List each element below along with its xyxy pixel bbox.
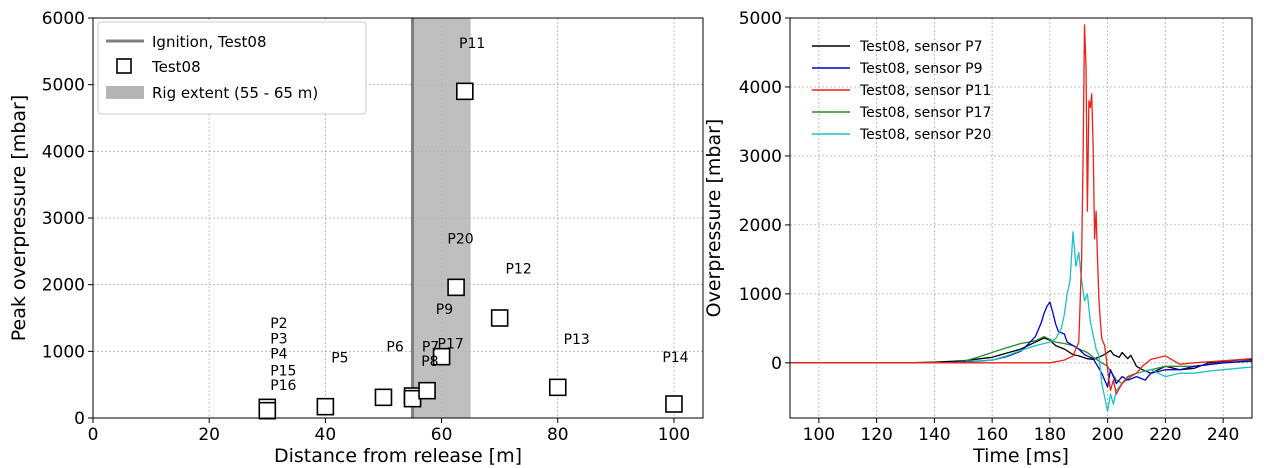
data-point [447,278,465,297]
tick-label-y: 6000 [42,9,85,29]
tick-label-y: 5000 [739,9,782,29]
sensor-label: P20 [447,231,473,247]
tick-label-y: 2000 [739,216,782,236]
data-point [418,381,436,400]
x-axis-label-left: Distance from release [m] [274,445,522,467]
tick-label-y: 3000 [739,147,782,167]
legend-test08-label: Test08 [151,58,201,76]
legend-label: Test08, sensor P20 [859,127,991,143]
tick-label-x: 20 [198,425,220,445]
sensor-label: P17 [438,337,464,353]
legend-rig-label: Rig extent (55 - 65 m) [152,84,318,102]
tick-label-x: 60 [431,425,453,445]
data-point [432,347,451,366]
series-lines-right [790,24,1252,412]
data-point [403,389,422,408]
tick-label-y: 4000 [739,78,782,98]
series-test08 [258,82,683,420]
plot-area-right [790,18,1252,418]
tick-label-y: 3000 [42,209,85,229]
legend-ignition-label: Ignition, Test08 [152,33,267,51]
data-point [548,378,567,397]
sensor-label: P9 [436,302,453,318]
tick-label-y: 4000 [42,142,85,162]
tick-label-x: 160 [976,425,1008,445]
sensor-label: P7 [422,339,439,355]
tick-label-x: 120 [860,425,892,445]
data-point [316,397,335,416]
data-point [374,388,393,407]
legend-right: Test08, sensor P7 Test08, sensor P9 Test08… [812,39,991,143]
legend-label: Test08, sensor P9 [859,61,982,77]
tick-label-x: 220 [1149,425,1181,445]
x-axis-label-right: Time [ms] [972,445,1069,467]
ticks-right: 100 120 140 160 180 200 220 240 0 1000 2000 3000 400… [739,9,1240,445]
sensor-label: P15 [270,363,296,379]
tick-label-x: 240 [1207,425,1239,445]
sensor-label: P3 [270,331,287,347]
chart-right: 100 120 140 160 180 200 220 240 0 1000 2000 3000 400… [703,9,1253,467]
sensor-label: P8 [421,354,438,370]
legend-label: Test08, sensor P17 [859,105,991,121]
sensor-label: P14 [662,350,688,366]
tick-label-y: 1000 [42,342,85,362]
sensor-label: P11 [459,36,485,52]
tick-label-x: 40 [315,425,337,445]
sensor-label: P12 [505,261,531,277]
data-point [490,309,509,327]
tick-label-x: 140 [918,425,950,445]
sensor-label: P13 [564,332,590,348]
tick-label-x: 0 [88,425,99,445]
tick-label-x: 100 [803,425,835,445]
plot-frame-right [789,17,1253,419]
tick-label-y: 2000 [42,276,85,296]
series-line [790,301,1252,388]
data-point [665,395,683,413]
series-line [790,231,1252,412]
sensor-label: P6 [386,339,403,355]
data-point [258,401,277,420]
data-point [456,82,474,101]
legend-label: Test08, sensor P11 [859,83,991,99]
tick-label-x: 80 [547,425,569,445]
y-axis-label-left: Peak overpressure [mbar] [8,95,30,341]
tick-label-y: 1000 [739,285,782,305]
sensor-label: P5 [331,351,348,367]
tick-label-x: 200 [1091,425,1123,445]
tick-label-y: 0 [74,409,85,429]
sensor-label: P16 [270,378,296,394]
tick-label-y: 0 [771,354,782,374]
legend-rig-swatch [106,86,144,99]
tick-label-y: 5000 [42,76,85,96]
series-line [790,24,1252,395]
legend-label: Test08, sensor P7 [859,39,982,55]
sensor-label: P2 [270,316,287,332]
tick-label-x: 100 [658,425,690,445]
legend-test08-swatch [116,58,132,74]
legend-left: Ignition, Test08 Test08 Rig extent (55 -… [97,21,367,115]
sensor-label: P4 [270,347,287,363]
legend-box-left [97,21,367,115]
y-axis-label-right: Overpressure [mbar] [703,119,725,318]
tick-label-x: 180 [1034,425,1066,445]
